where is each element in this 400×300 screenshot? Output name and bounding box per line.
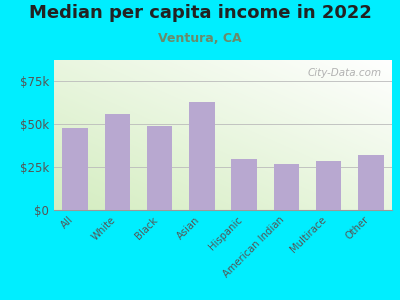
Bar [189,102,214,210]
Text: Median per capita income in 2022: Median per capita income in 2022 [28,4,372,22]
Bar [358,155,384,210]
Bar [274,164,299,210]
Bar [62,128,88,210]
Bar [316,161,341,210]
Text: Ventura, CA: Ventura, CA [158,32,242,44]
Text: City-Data.com: City-Data.com [308,68,382,77]
Bar [232,159,257,210]
Bar [105,114,130,210]
Bar [147,126,172,210]
